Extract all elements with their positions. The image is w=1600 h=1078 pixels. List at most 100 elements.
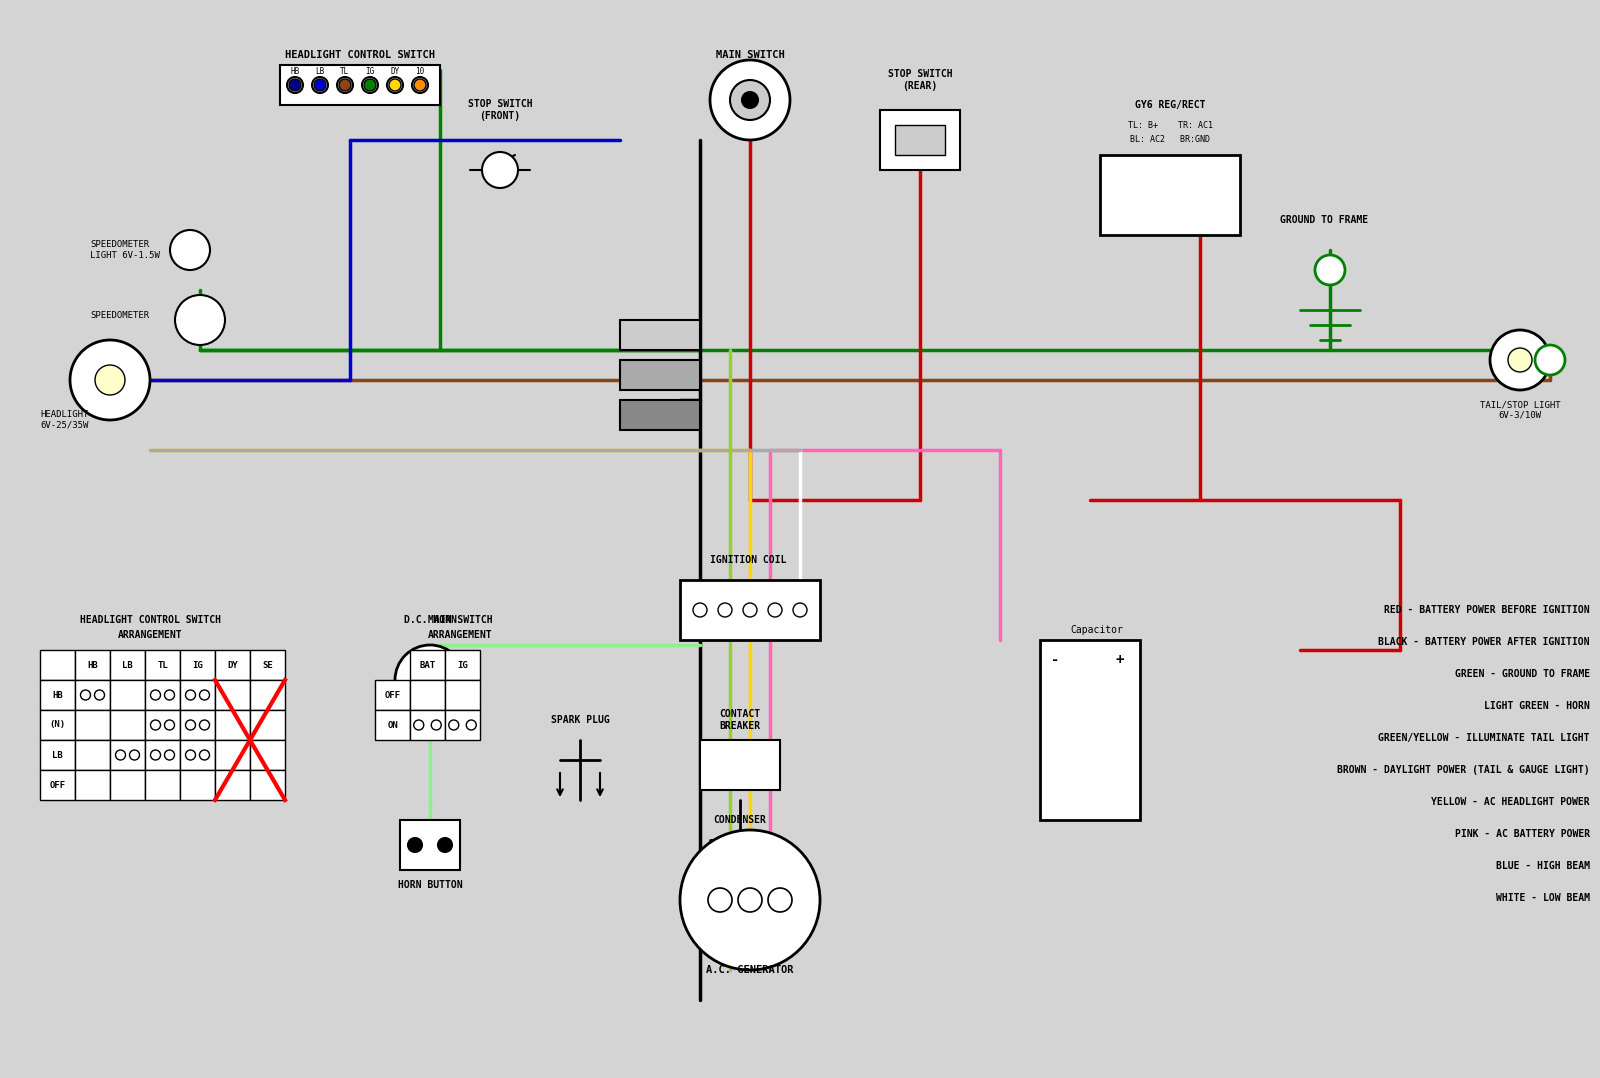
Text: BROWN - DAYLIGHT POWER (TAIL & GAUGE LIGHT): BROWN - DAYLIGHT POWER (TAIL & GAUGE LIG… <box>1338 765 1590 775</box>
FancyBboxPatch shape <box>374 680 410 710</box>
Text: BLACK - BATTERY POWER AFTER IGNITION: BLACK - BATTERY POWER AFTER IGNITION <box>1379 637 1590 647</box>
Circle shape <box>438 838 453 852</box>
Circle shape <box>738 888 762 912</box>
Circle shape <box>466 720 477 730</box>
FancyBboxPatch shape <box>179 680 214 710</box>
Text: PINK - AC BATTERY POWER: PINK - AC BATTERY POWER <box>1454 829 1590 839</box>
Text: GREEN - GROUND TO FRAME: GREEN - GROUND TO FRAME <box>1454 669 1590 679</box>
FancyBboxPatch shape <box>445 650 480 680</box>
Text: IG: IG <box>365 68 374 77</box>
Text: DY: DY <box>227 661 238 669</box>
Circle shape <box>165 690 174 700</box>
Circle shape <box>150 690 160 700</box>
Text: DY: DY <box>390 68 400 77</box>
FancyBboxPatch shape <box>250 650 285 680</box>
Circle shape <box>707 888 733 912</box>
Text: TL: TL <box>341 68 350 77</box>
Circle shape <box>414 79 426 91</box>
FancyBboxPatch shape <box>75 680 110 710</box>
Text: ON: ON <box>387 720 398 730</box>
FancyBboxPatch shape <box>75 770 110 800</box>
Text: MAIN SWITCH: MAIN SWITCH <box>427 616 493 625</box>
FancyBboxPatch shape <box>214 680 250 710</box>
Circle shape <box>174 295 226 345</box>
Circle shape <box>395 645 466 715</box>
FancyBboxPatch shape <box>214 740 250 770</box>
Text: BL: AC2   BR:GND: BL: AC2 BR:GND <box>1130 136 1210 144</box>
Text: HB: HB <box>53 691 62 700</box>
FancyBboxPatch shape <box>179 770 214 800</box>
Circle shape <box>186 720 195 730</box>
Circle shape <box>389 79 402 91</box>
FancyBboxPatch shape <box>250 710 285 740</box>
Circle shape <box>312 77 328 93</box>
Text: HORN BUTTON: HORN BUTTON <box>398 880 462 890</box>
Circle shape <box>94 365 125 395</box>
Text: +: + <box>1115 653 1125 667</box>
Text: -: - <box>1051 653 1059 667</box>
FancyBboxPatch shape <box>410 650 445 680</box>
Text: GY6 REG/RECT: GY6 REG/RECT <box>1134 100 1205 110</box>
FancyBboxPatch shape <box>75 650 110 680</box>
Text: CONTACT
BREAKER: CONTACT BREAKER <box>720 709 760 731</box>
FancyBboxPatch shape <box>621 320 701 350</box>
Text: ARRANGEMENT: ARRANGEMENT <box>118 630 182 640</box>
Text: OFF: OFF <box>384 691 400 700</box>
FancyBboxPatch shape <box>214 710 250 740</box>
Text: CONDENSER: CONDENSER <box>714 815 766 825</box>
FancyBboxPatch shape <box>40 770 75 800</box>
Text: HEADLIGHT
6V-25/35W: HEADLIGHT 6V-25/35W <box>40 411 88 430</box>
Text: STOP SWITCH
(REAR): STOP SWITCH (REAR) <box>888 69 952 91</box>
Text: A.C. GENERATOR: A.C. GENERATOR <box>706 965 794 975</box>
Circle shape <box>718 603 733 617</box>
FancyBboxPatch shape <box>880 110 960 170</box>
FancyBboxPatch shape <box>75 740 110 770</box>
Circle shape <box>742 92 758 108</box>
Circle shape <box>186 750 195 760</box>
FancyBboxPatch shape <box>445 710 480 740</box>
Circle shape <box>186 690 195 700</box>
FancyBboxPatch shape <box>110 710 146 740</box>
FancyBboxPatch shape <box>146 710 179 740</box>
FancyBboxPatch shape <box>146 680 179 710</box>
Circle shape <box>730 80 770 120</box>
Circle shape <box>413 77 429 93</box>
FancyBboxPatch shape <box>146 740 179 770</box>
Circle shape <box>165 720 174 730</box>
Text: HB: HB <box>86 661 98 669</box>
FancyBboxPatch shape <box>110 650 146 680</box>
Text: WHITE - LOW BEAM: WHITE - LOW BEAM <box>1496 893 1590 903</box>
Text: LIGHT GREEN - HORN: LIGHT GREEN - HORN <box>1485 701 1590 711</box>
FancyBboxPatch shape <box>75 710 110 740</box>
Text: SPEEDOMETER
LIGHT 6V-1.5W: SPEEDOMETER LIGHT 6V-1.5W <box>90 240 160 260</box>
Text: IG: IG <box>192 661 203 669</box>
Text: OFF: OFF <box>50 780 66 789</box>
FancyBboxPatch shape <box>400 820 461 870</box>
Circle shape <box>338 77 354 93</box>
FancyBboxPatch shape <box>280 65 440 105</box>
FancyBboxPatch shape <box>1101 155 1240 235</box>
Text: STOP SWITCH
(FRONT): STOP SWITCH (FRONT) <box>467 99 533 121</box>
Text: BLUE - HIGH BEAM: BLUE - HIGH BEAM <box>1496 861 1590 871</box>
Text: GREEN/YELLOW - ILLUMINATE TAIL LIGHT: GREEN/YELLOW - ILLUMINATE TAIL LIGHT <box>1379 733 1590 743</box>
FancyBboxPatch shape <box>374 710 410 740</box>
Text: (N): (N) <box>50 720 66 730</box>
Circle shape <box>1507 348 1533 372</box>
Circle shape <box>387 77 403 93</box>
FancyBboxPatch shape <box>179 710 214 740</box>
FancyBboxPatch shape <box>680 580 819 640</box>
Circle shape <box>339 79 350 91</box>
Circle shape <box>1315 255 1346 285</box>
Circle shape <box>200 690 210 700</box>
Text: GROUND TO FRAME: GROUND TO FRAME <box>1280 215 1368 225</box>
FancyBboxPatch shape <box>40 650 75 680</box>
Text: RED - BATTERY POWER BEFORE IGNITION: RED - BATTERY POWER BEFORE IGNITION <box>1384 605 1590 616</box>
Circle shape <box>200 750 210 760</box>
Circle shape <box>482 152 518 188</box>
Circle shape <box>170 230 210 270</box>
FancyBboxPatch shape <box>179 650 214 680</box>
Circle shape <box>794 603 806 617</box>
Circle shape <box>1490 330 1550 390</box>
FancyBboxPatch shape <box>621 400 701 430</box>
Text: HEADLIGHT CONTROL SWITCH: HEADLIGHT CONTROL SWITCH <box>285 50 435 60</box>
